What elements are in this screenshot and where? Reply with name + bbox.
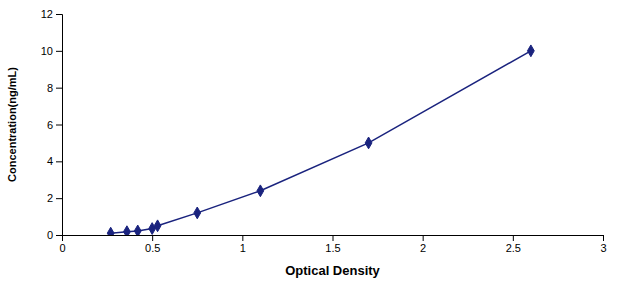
point <box>194 207 201 219</box>
tick: 10 <box>41 45 62 57</box>
axis-line <box>63 236 604 242</box>
tick-label: 0 <box>59 242 65 254</box>
tick: 2 <box>420 235 426 254</box>
y-axis-title: Concentration(ng/mL) <box>6 67 18 182</box>
tick-mark <box>603 235 604 241</box>
tick: 8 <box>47 82 62 94</box>
marks <box>107 45 534 235</box>
tick-label: 0 <box>47 229 53 241</box>
tick-label: 8 <box>47 82 53 94</box>
tick-label: 1.5 <box>325 242 340 254</box>
tick-label: 2.5 <box>506 242 521 254</box>
tick-mark <box>56 198 62 199</box>
tick: 0 <box>47 229 62 241</box>
point <box>107 227 114 235</box>
point <box>527 45 534 57</box>
tick-mark <box>56 161 62 162</box>
tick-mark <box>56 235 62 236</box>
point <box>365 137 372 149</box>
point <box>134 225 141 235</box>
line <box>111 51 531 233</box>
plot: 0 0.5 1 1.5 2 2.5 3 0 2 4 6 8 10 12 <box>41 8 607 254</box>
tick-mark <box>152 235 153 241</box>
x-axis: 0 0.5 1 1.5 2 2.5 3 <box>59 235 606 254</box>
tick-mark <box>513 235 514 241</box>
tick-label: 0.5 <box>145 242 160 254</box>
tick: 1.5 <box>325 235 340 254</box>
point <box>154 220 161 232</box>
tick-mark <box>242 235 243 241</box>
tick-label: 4 <box>47 155 53 167</box>
tick-label: 2 <box>420 242 426 254</box>
tick: 2 <box>47 192 62 204</box>
tick: 0 <box>59 235 65 254</box>
tick-label: 2 <box>47 192 53 204</box>
tick-label: 12 <box>41 8 53 20</box>
tick: 0.5 <box>145 235 160 254</box>
tick-label: 10 <box>41 45 53 57</box>
tick-label: 6 <box>47 119 53 131</box>
tick: 2.5 <box>506 235 521 254</box>
chart: 0 0.5 1 1.5 2 2.5 3 0 2 4 6 8 10 12 Optical Density Con… <box>0 0 625 283</box>
axis-line <box>56 15 63 236</box>
tick: 4 <box>47 155 62 167</box>
tick-mark <box>333 235 334 241</box>
tick-mark <box>56 51 62 52</box>
tick: 6 <box>47 119 62 131</box>
y-axis: 0 2 4 6 8 10 12 <box>41 8 63 241</box>
tick-mark <box>56 88 62 89</box>
tick-label: 1 <box>240 242 246 254</box>
tick: 12 <box>41 8 62 20</box>
tick-mark <box>423 235 424 241</box>
tick-mark <box>56 125 62 126</box>
tick: 1 <box>240 235 246 254</box>
tick: 3 <box>600 235 606 254</box>
point <box>124 226 131 235</box>
point <box>257 185 264 197</box>
x-axis-title: Optical Density <box>285 263 380 278</box>
tick-mark <box>56 14 62 15</box>
tick-label: 3 <box>600 242 606 254</box>
